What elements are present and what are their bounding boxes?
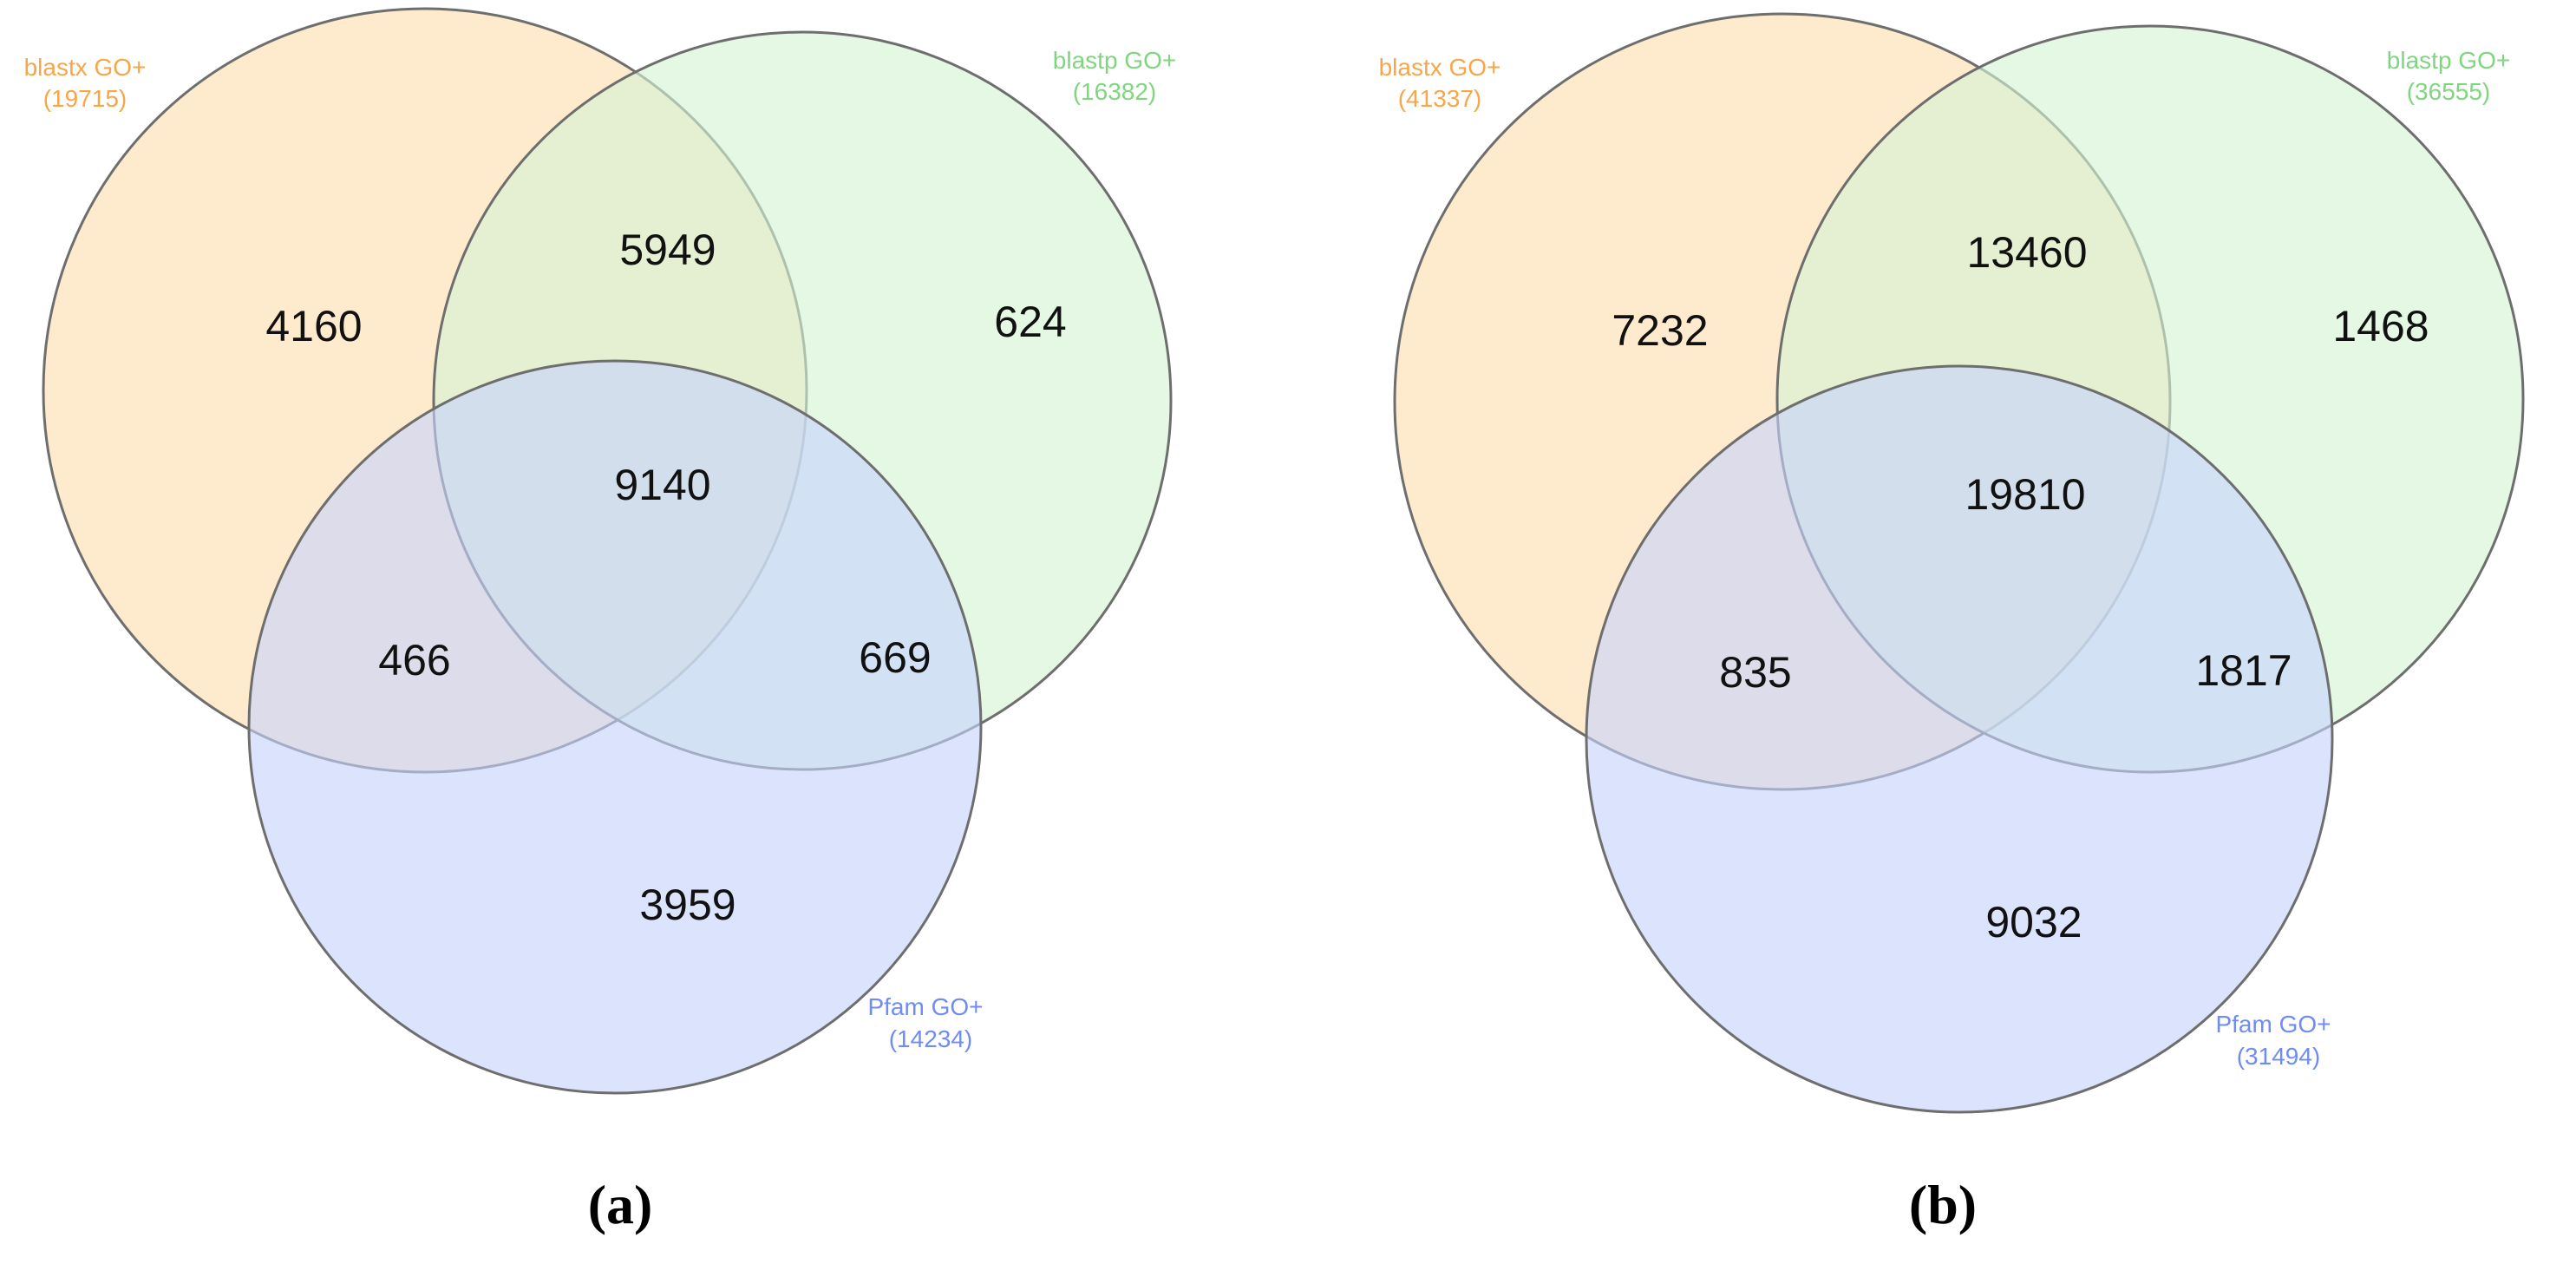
set-label-blastx-name: blastx GO+ [1379,54,1501,81]
set-label-blastp-name: blastp GO+ [1053,47,1176,74]
region-count-blastx-only: 4160 [265,302,362,350]
region-count-blastx-pfam: 466 [378,636,450,684]
set-label-pfam-name: Pfam GO+ [867,993,983,1020]
panel-caption-a: (a) [588,1174,653,1235]
set-label-blastx-total: (19715) [43,85,127,112]
region-count-blastp-pfam: 1817 [2195,646,2292,695]
region-count-blastx-blastp: 13460 [1966,228,2087,277]
venn-panel-b: blastx GO+ (41337) blastp GO+ (36555) Pf… [1379,12,2525,1235]
venn-circle-pfam [1585,364,2334,1114]
region-count-blastp-pfam: 669 [859,633,931,682]
venn-circle-pfam [247,359,983,1095]
set-label-blastp-name: blastp GO+ [2387,47,2510,74]
region-count-all-three: 9140 [614,461,710,509]
set-label-blastx-name: blastx GO+ [24,54,147,81]
set-label-blastx-total: (41337) [1398,85,1482,112]
set-label-blastp-total: (36555) [2407,78,2491,105]
region-count-pfam-only: 9032 [1985,898,2082,946]
set-label-blastp-total: (16382) [1073,78,1157,105]
set-label-pfam-name: Pfam GO+ [2215,1011,2331,1038]
region-count-blastx-pfam: 835 [1719,648,1791,697]
venn-panel-a: blastx GO+ (19715) blastp GO+ (16382) Pf… [24,7,1176,1235]
region-count-all-three: 19810 [1965,470,2085,519]
region-count-blastp-only: 1468 [2332,302,2429,350]
panel-caption-b: (b) [1909,1174,1977,1235]
region-count-blastx-only: 7232 [1612,306,1708,355]
set-label-pfam-total: (31494) [2237,1043,2321,1070]
region-count-pfam-only: 3959 [639,881,736,929]
region-count-blastp-only: 624 [994,298,1066,346]
region-count-blastx-blastp: 5949 [619,226,716,274]
set-label-pfam-total: (14234) [889,1025,973,1052]
